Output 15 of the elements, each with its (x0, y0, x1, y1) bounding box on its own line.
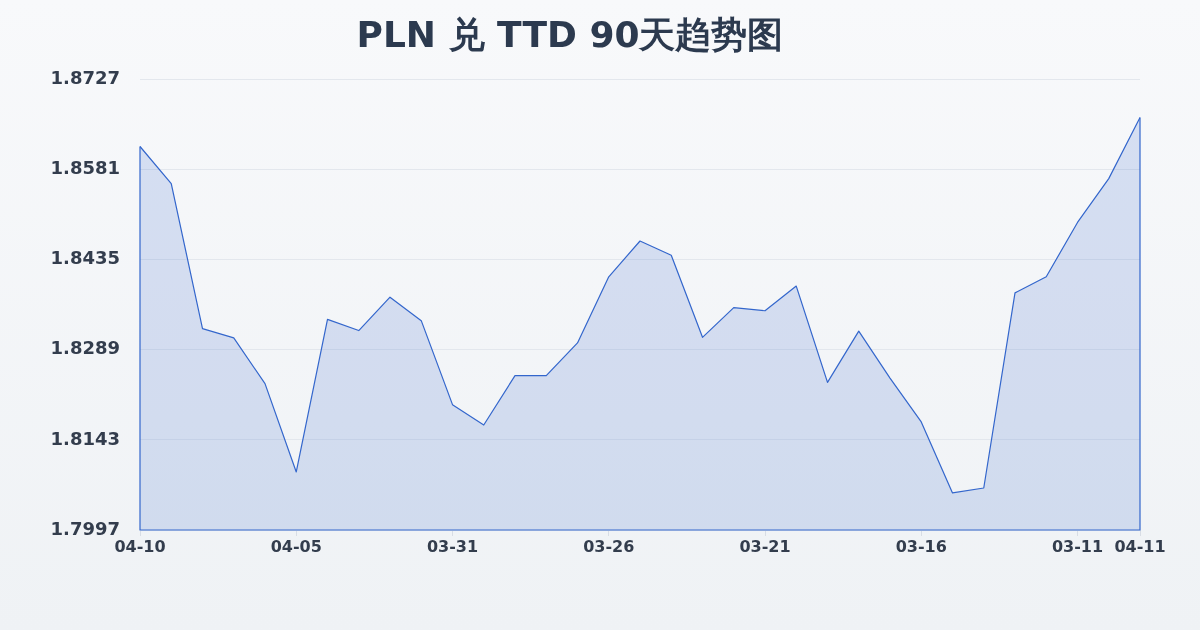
x-tick-label: 04-11 (1114, 536, 1166, 556)
x-tick-label: 03-26 (583, 536, 635, 556)
x-tick-label: 04-10 (114, 536, 166, 556)
y-tick-label: 1.8143 (50, 427, 120, 449)
x-tick-label: 04-05 (270, 536, 322, 556)
x-tick-label: 03-11 (1051, 536, 1104, 556)
y-tick-label: 1.7997 (50, 517, 120, 539)
y-tick-label: 1.8581 (50, 157, 120, 179)
x-tick-label: 03-31 (426, 536, 479, 556)
chart-title: PLN 兑 TTD 90天趋势图 (356, 13, 784, 55)
y-tick-label: 1.8435 (50, 247, 120, 269)
x-tick-label: 03-16 (895, 536, 947, 556)
y-tick-label: 1.8727 (50, 66, 120, 88)
y-tick-label: 1.8289 (50, 337, 120, 359)
x-tick-label: 03-21 (739, 536, 791, 556)
